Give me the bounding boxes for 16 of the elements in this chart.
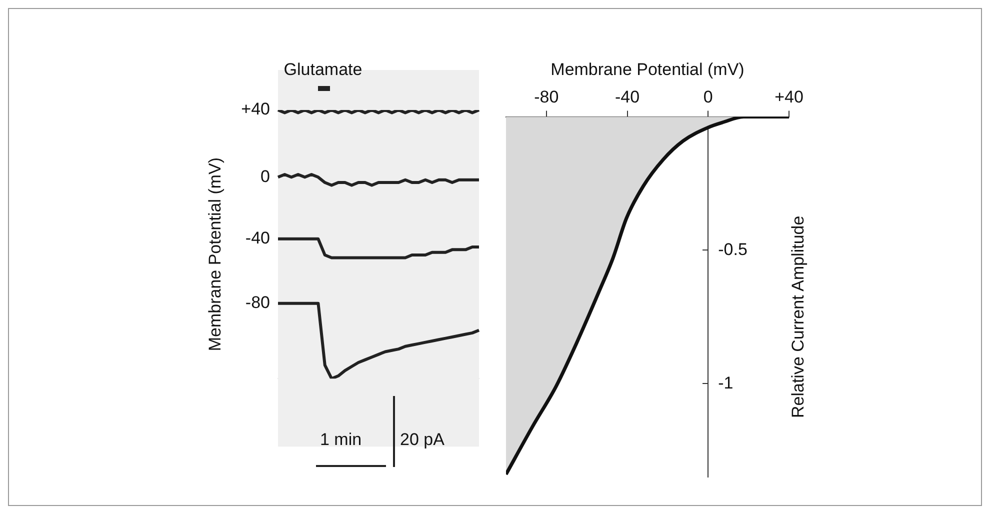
x-axis-title: Membrane Potential (mV) — [550, 60, 744, 79]
text: Glutamate — [284, 60, 362, 80]
series-label: -80 — [245, 293, 270, 312]
x-tick-label: +40 — [774, 87, 804, 106]
x-tick-label: -40 — [614, 87, 640, 106]
text: 20 pA — [400, 430, 444, 450]
series-label: 0 — [260, 166, 270, 186]
series-label: -40 — [245, 228, 270, 248]
y-axis-title: Relative Current Amplitude — [788, 216, 808, 418]
x-tick-label: 0 — [703, 87, 713, 106]
y-tick-label: -1 — [718, 373, 734, 392]
y-tick-label: -0.5 — [718, 240, 748, 259]
y-axis-title: Membrane Potential (mV) — [206, 157, 225, 352]
x-tick-label: -80 — [534, 87, 559, 106]
series-label: +40 — [241, 100, 270, 119]
text: 1 min — [320, 430, 362, 450]
